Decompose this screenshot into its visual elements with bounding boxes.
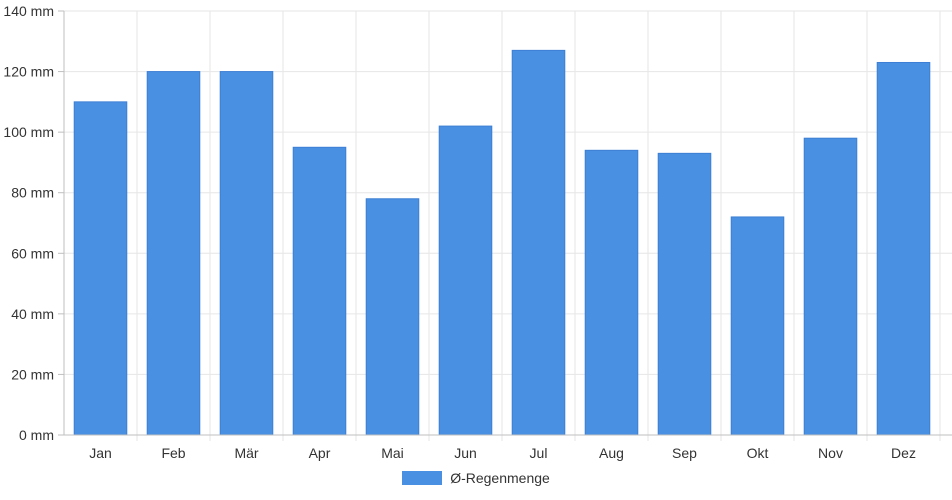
y-axis-ticks: 0 mm 20 mm 40 mm 60 mm 80 mm 100 mm 120 mm 140 … [3, 3, 64, 443]
x-tick-label: Feb [161, 445, 185, 461]
x-tick-label: Jun [454, 445, 477, 461]
y-tick-label: 80 mm [11, 185, 54, 201]
x-tick-label: Sep [672, 445, 697, 461]
bar-mär[interactable] [219, 71, 274, 436]
y-tick-label: 120 mm [3, 64, 54, 80]
bar-dez[interactable] [876, 61, 931, 436]
bar-nov[interactable] [803, 137, 858, 436]
bar-feb[interactable] [146, 71, 201, 436]
bar-jul[interactable] [511, 49, 566, 436]
x-tick-label: Mai [381, 445, 404, 461]
x-tick-label: Jul [530, 445, 548, 461]
bars [73, 49, 931, 436]
x-tick-label: Okt [747, 445, 769, 461]
legend-label: Ø-Regenmenge [450, 470, 550, 486]
y-tick-label: 60 mm [11, 245, 54, 261]
x-tick-label: Aug [599, 445, 624, 461]
legend-item[interactable]: Ø-Regenmenge [402, 470, 550, 486]
bar-jun[interactable] [438, 125, 493, 436]
y-tick-label: 40 mm [11, 306, 54, 322]
x-tick-label: Jan [89, 445, 112, 461]
bar-jan[interactable] [73, 101, 128, 436]
bar-apr[interactable] [292, 146, 347, 436]
bar-okt[interactable] [730, 216, 785, 436]
x-tick-label: Dez [891, 445, 916, 461]
x-tick-label: Mär [234, 445, 258, 461]
legend-swatch [402, 471, 443, 485]
bar-mai[interactable] [365, 198, 420, 436]
grid-lines [64, 10, 952, 441]
y-tick-label: 140 mm [3, 3, 54, 19]
bar-aug[interactable] [584, 149, 639, 436]
bar-sep[interactable] [657, 152, 712, 436]
y-tick-label: 20 mm [11, 366, 54, 382]
y-tick-label: 0 mm [19, 427, 54, 443]
legend: Ø-Regenmenge [0, 470, 952, 490]
x-tick-label: Apr [309, 445, 331, 461]
x-axis-ticks: Jan Feb Mär Apr Mai Jun Jul Aug Sep Okt Nov Dez [89, 445, 916, 461]
x-tick-label: Nov [818, 445, 843, 461]
y-tick-label: 100 mm [3, 124, 54, 140]
